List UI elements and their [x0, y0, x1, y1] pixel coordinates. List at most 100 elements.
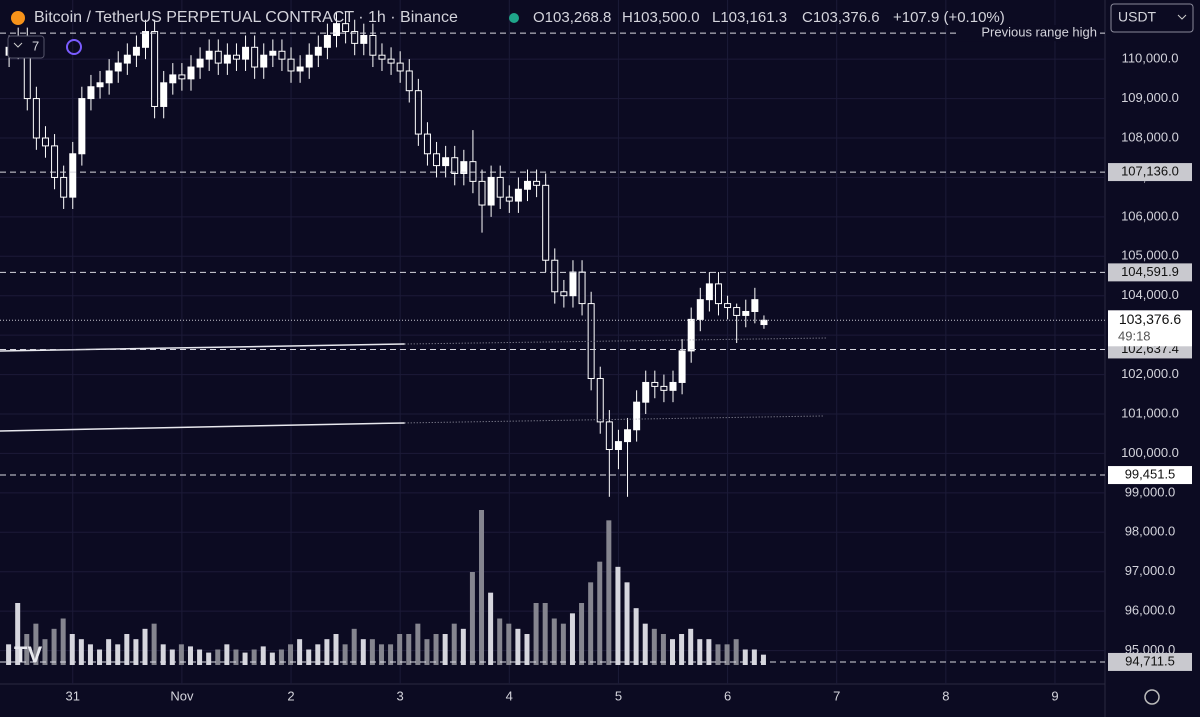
- volume-bar: [269, 652, 275, 665]
- candle-body: [305, 54, 313, 68]
- candle-body: [496, 176, 504, 198]
- volume-bar: [479, 510, 485, 665]
- volume-bar: [460, 628, 466, 665]
- candle-body: [742, 310, 750, 316]
- volume-bar: [251, 649, 257, 665]
- currency-label[interactable]: USDT: [1118, 9, 1157, 25]
- grid: [0, 0, 1105, 684]
- candle-body: [451, 157, 459, 174]
- x-tick-label: 6: [724, 688, 731, 703]
- candle-body: [733, 307, 741, 316]
- candle-body: [41, 137, 49, 147]
- y-tick-label: 100,000.0: [1121, 445, 1179, 460]
- candle-body: [214, 50, 222, 64]
- candle-body: [678, 350, 686, 383]
- volume-bar: [87, 644, 93, 665]
- volume-bar: [297, 639, 303, 665]
- volume-bar: [642, 623, 648, 665]
- candle-body: [105, 70, 113, 84]
- x-tick-label: 4: [506, 688, 513, 703]
- marks: [5, 11, 768, 665]
- volume-bar: [78, 639, 84, 665]
- volume-bar: [606, 520, 612, 665]
- candle-body: [251, 46, 259, 68]
- candle-body: [269, 50, 277, 56]
- candle-body: [96, 82, 104, 88]
- x-tick-label: 3: [397, 688, 404, 703]
- candle-body: [169, 74, 177, 84]
- candle-body: [260, 54, 268, 68]
- candle-body: [514, 188, 522, 202]
- volume-bar: [342, 644, 348, 665]
- candle-body: [60, 176, 68, 198]
- candle-body: [351, 31, 359, 44]
- candle-body: [523, 180, 531, 190]
- volume-bar: [169, 649, 175, 665]
- volume-bar: [724, 644, 730, 665]
- volume-bar: [688, 628, 694, 665]
- ohlc-open: O103,268.8: [533, 9, 611, 26]
- level-badge: [1108, 652, 1192, 671]
- candle-body: [442, 157, 450, 167]
- volume-bar: [115, 644, 121, 665]
- volume-bar: [670, 639, 676, 665]
- countdown: 49:18: [1118, 329, 1151, 344]
- volume-bar: [697, 639, 703, 665]
- y-tick-label: 110,000.0: [1122, 51, 1179, 66]
- volume-bar: [151, 623, 157, 665]
- volume-bar: [433, 634, 439, 665]
- volume-bar: [42, 639, 48, 665]
- indicator-toggle[interactable]: [7, 35, 45, 59]
- range-high-label: Previous range high: [981, 25, 1097, 40]
- volume-bar: [560, 623, 566, 665]
- candle-body: [151, 31, 159, 107]
- volume-bar: [178, 644, 184, 665]
- volume-bar: [497, 618, 503, 665]
- volume-bar: [533, 603, 539, 665]
- y-tick-label: 109,000.0: [1121, 90, 1179, 105]
- x-tick-label: Nov: [170, 688, 194, 703]
- volume-bar: [60, 618, 66, 665]
- volume-bar: [288, 644, 294, 665]
- y-tick-label: 106,000.0: [1121, 208, 1179, 223]
- volume-bar: [378, 644, 384, 665]
- volume-bar: [415, 623, 421, 665]
- volume-bar: [106, 639, 112, 665]
- volume-bar: [442, 634, 448, 665]
- volume-bar: [142, 628, 148, 665]
- level-badge: [1108, 263, 1192, 282]
- volume-bar: [124, 634, 130, 665]
- symbol-title: Bitcoin / TetherUS PERPETUAL CONTRACT · …: [34, 9, 458, 26]
- bitcoin-icon: [11, 11, 25, 25]
- candle-body: [78, 98, 86, 155]
- volume-bar: [515, 628, 521, 665]
- y-tick-label: 98,000.0: [1125, 524, 1176, 539]
- y-tick-label: 101,000.0: [1121, 405, 1179, 420]
- candle-body: [687, 318, 695, 352]
- candle-body: [333, 23, 341, 36]
- candle-body: [669, 381, 677, 391]
- volume-bar: [588, 582, 594, 665]
- candle-body: [123, 54, 131, 64]
- volume-bar: [160, 644, 166, 665]
- volume-bar: [97, 649, 103, 665]
- currency-button[interactable]: [1110, 3, 1194, 33]
- overlay: 95,000.096,000.097,000.098,000.099,000.0…: [0, 25, 1192, 703]
- candle-body: [624, 429, 632, 443]
- candle-body: [369, 34, 377, 56]
- indicator-icon[interactable]: [66, 39, 82, 55]
- volume-bar: [33, 623, 39, 665]
- candle-body: [142, 31, 150, 48]
- candle-body: [660, 385, 668, 391]
- volume-bar: [469, 572, 475, 665]
- candle-body: [433, 153, 441, 167]
- candle-body: [114, 62, 122, 72]
- candle-body: [724, 303, 732, 309]
- last-price-label: 103,376.6: [1119, 311, 1181, 327]
- volume-bar: [542, 603, 548, 665]
- candle-body: [487, 176, 495, 206]
- settings-button[interactable]: [1144, 689, 1160, 705]
- volume-bar: [751, 649, 757, 665]
- candle-body: [223, 54, 231, 64]
